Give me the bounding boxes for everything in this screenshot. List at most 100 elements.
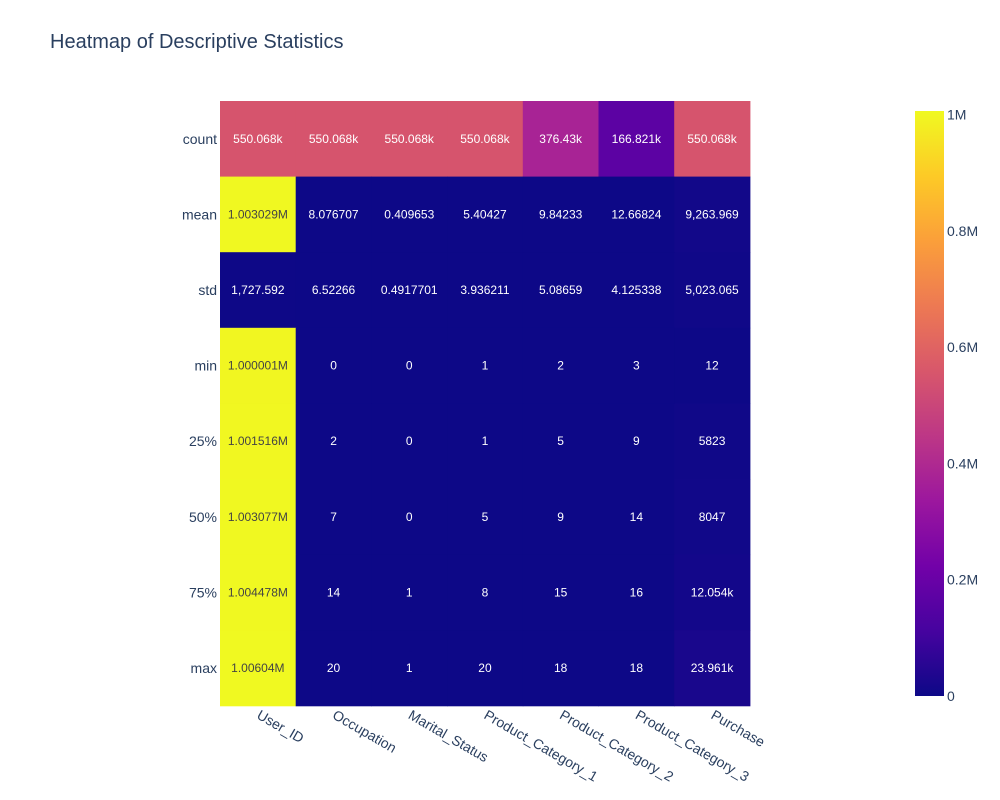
cell-label: 1.003029M — [228, 207, 288, 221]
colorbar-tick-label: 0.6M — [947, 339, 978, 355]
x-tick-label: Purchase — [709, 707, 768, 751]
heatmap-cell — [598, 252, 675, 329]
cell-label: 5 — [557, 434, 564, 448]
heatmap-cell — [674, 479, 751, 556]
cell-label: 1,727.592 — [231, 283, 285, 297]
heatmap-cell — [598, 101, 675, 178]
cell-label: 2 — [330, 434, 337, 448]
cell-label: 8 — [482, 585, 489, 599]
colorbar-tick-label: 1M — [947, 107, 966, 123]
y-tick-label: std — [198, 282, 217, 298]
heatmap-cell — [295, 554, 372, 631]
heatmap-cell — [371, 176, 448, 253]
heatmap-cell — [674, 327, 751, 404]
y-tick-label: count — [183, 131, 217, 147]
heatmap-cell — [598, 479, 675, 556]
heatmap-cell — [447, 403, 524, 480]
colorbar-tick-label: 0 — [947, 688, 955, 704]
y-tick-label: max — [191, 660, 217, 676]
cell-label: 8047 — [699, 510, 726, 524]
heatmap-cell — [674, 252, 751, 329]
heatmap-cell — [295, 630, 372, 707]
heatmap-cell — [295, 176, 372, 253]
cell-label: 1.004478M — [228, 585, 288, 599]
heatmap-cell — [598, 327, 675, 404]
heatmap-cell — [371, 327, 448, 404]
cell-label: 550.068k — [385, 132, 435, 146]
cell-label: 20 — [327, 661, 341, 675]
heatmap-cell — [522, 403, 599, 480]
cell-label: 0 — [330, 359, 337, 373]
cell-label: 20 — [478, 661, 492, 675]
heatmap-cell — [674, 176, 751, 253]
cell-label: 14 — [327, 585, 341, 599]
chart-title: Heatmap of Descriptive Statistics — [50, 31, 344, 53]
colorbar-tick-label: 0.4M — [947, 455, 978, 471]
heatmap-cell — [674, 630, 751, 707]
heatmap-cell — [447, 101, 524, 178]
cell-label: 5.40427 — [463, 207, 507, 221]
cell-label: 1.00604M — [231, 661, 284, 675]
heatmap-cell — [447, 479, 524, 556]
heatmap-cell — [371, 403, 448, 480]
cell-label: 8.076707 — [309, 207, 359, 221]
heatmap-cell — [522, 252, 599, 329]
y-tick-label: 25% — [189, 433, 217, 449]
y-tick-label: mean — [182, 206, 217, 222]
heatmap-cell — [598, 403, 675, 480]
heatmap-cell — [522, 176, 599, 253]
x-tick-label: Occupation — [330, 707, 399, 756]
heatmap-cell — [522, 479, 599, 556]
colorbar-tick-label: 0.2M — [947, 572, 978, 588]
heatmap-cell — [522, 327, 599, 404]
heatmap-cell — [220, 554, 297, 631]
heatmap-cell — [447, 176, 524, 253]
cell-label: 12.054k — [691, 585, 735, 599]
cell-label: 5.08659 — [539, 283, 583, 297]
heatmap-cell — [447, 630, 524, 707]
colorbar-tick-label: 0.8M — [947, 223, 978, 239]
cell-label: 18 — [630, 661, 644, 675]
cell-label: 15 — [554, 585, 568, 599]
heatmap-cell — [220, 101, 297, 178]
cell-label: 1 — [482, 434, 489, 448]
heatmap-cell — [598, 554, 675, 631]
cell-label: 5823 — [699, 434, 726, 448]
heatmap-cell — [295, 479, 372, 556]
cell-label: 2 — [557, 359, 564, 373]
heatmap-cell — [598, 176, 675, 253]
heatmap-cell — [220, 327, 297, 404]
y-tick-label: 75% — [189, 584, 217, 600]
colorbar — [915, 111, 944, 696]
cell-label: 12.66824 — [611, 207, 661, 221]
heatmap-cell — [295, 327, 372, 404]
cell-label: 166.821k — [612, 132, 662, 146]
cell-label: 23.961k — [691, 661, 735, 675]
heatmap-cells: 550.068k 550.068k 550.068k 550.068k 376.43k 1… — [220, 101, 751, 707]
x-tick-label: Marital_Status — [406, 707, 491, 766]
cell-label: 3 — [633, 359, 640, 373]
cell-label: 1.000001M — [228, 359, 288, 373]
heatmap-cell — [674, 554, 751, 631]
cell-label: 1 — [406, 661, 413, 675]
heatmap-cell — [674, 403, 751, 480]
heatmap-cell — [371, 630, 448, 707]
cell-label: 12 — [705, 359, 719, 373]
heatmap-cell — [220, 479, 297, 556]
cell-label: 550.068k — [460, 132, 510, 146]
y-tick-label: 50% — [189, 509, 217, 525]
heatmap-cell — [295, 101, 372, 178]
cell-label: 550.068k — [687, 132, 737, 146]
cell-label: 7 — [330, 510, 337, 524]
heatmap-cell — [295, 252, 372, 329]
y-tick-label: min — [194, 358, 217, 374]
heatmap-cell — [371, 101, 448, 178]
cell-label: 9 — [557, 510, 564, 524]
heatmap-cell — [295, 403, 372, 480]
heatmap-cell — [371, 479, 448, 556]
heatmap-cell — [220, 176, 297, 253]
heatmap-cell — [522, 101, 599, 178]
cell-label: 550.068k — [309, 132, 359, 146]
